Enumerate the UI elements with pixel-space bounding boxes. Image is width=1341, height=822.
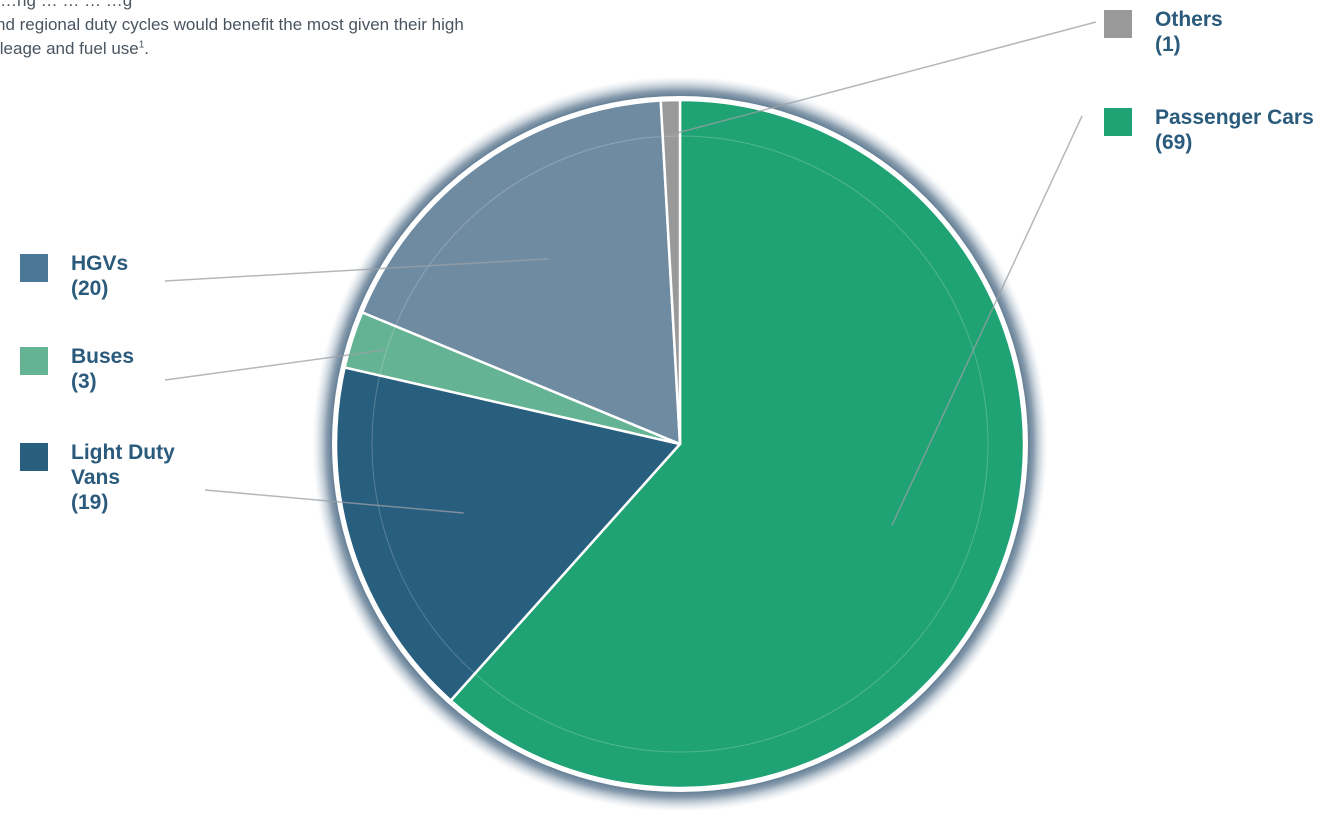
legend-hgvs-count: (20): [71, 277, 109, 300]
legend-others-count: (1): [1155, 33, 1181, 56]
intro-line-3: ileage and fuel use1.: [0, 37, 720, 61]
legend-light-duty-vans-swatch: [20, 443, 48, 471]
intro-period: .: [144, 39, 150, 58]
legend-others-label: Others: [1155, 8, 1223, 31]
intro-text: …ng … … … …g nd regional duty cycles wou…: [0, 0, 720, 61]
pie-slice-others: [659, 98, 682, 446]
leader-lines: [164, 21, 1097, 526]
leader-line-others: [671, 21, 1097, 136]
leader-line-buses: [164, 349, 386, 381]
pie-slice-hgvs: [360, 99, 682, 446]
leader-line-light-duty-vans: [204, 489, 464, 514]
legend-passenger-cars-swatch: [1104, 108, 1132, 136]
pie-slice-light-duty-vans: [334, 366, 682, 702]
legend-buses-count: (3): [71, 370, 97, 393]
legend-light-duty-vans-count: (19): [71, 491, 109, 514]
legend-hgvs-swatch: [20, 254, 48, 282]
legend-buses-swatch: [20, 347, 48, 375]
intro-line-2: nd regional duty cycles would benefit th…: [0, 15, 464, 34]
legend-light-duty-vans-label: Light Duty Vans: [71, 441, 175, 489]
legend-hgvs-label: HGVs: [71, 252, 129, 275]
legend-light-duty-vans: Light Duty Vans (19): [20, 441, 211, 515]
legend-others-swatch: [1104, 10, 1132, 38]
footnote-marker: 1: [138, 39, 145, 51]
legend-buses-label: Buses: [71, 345, 135, 368]
legend-buses: Buses (3): [20, 345, 135, 394]
leader-line-hgvs: [164, 258, 549, 282]
legend-others: Others (1): [1104, 8, 1223, 57]
intro-line-1: …ng … … … …g: [0, 0, 133, 10]
legend-hgvs: HGVs (20): [20, 252, 129, 301]
inner-guide-ring: [371, 135, 989, 753]
legend-passenger-cars: Passenger Cars (69): [1104, 106, 1314, 155]
pie-slice-passenger-cars: [449, 98, 1026, 790]
legend-passenger-cars-count: (69): [1155, 131, 1193, 154]
pie-slices: [334, 98, 1026, 790]
intro-line-3-text: ileage and fuel use: [0, 39, 139, 58]
legend-passenger-cars-label: Passenger Cars: [1155, 106, 1314, 129]
leader-line-passenger-cars: [891, 115, 1083, 526]
